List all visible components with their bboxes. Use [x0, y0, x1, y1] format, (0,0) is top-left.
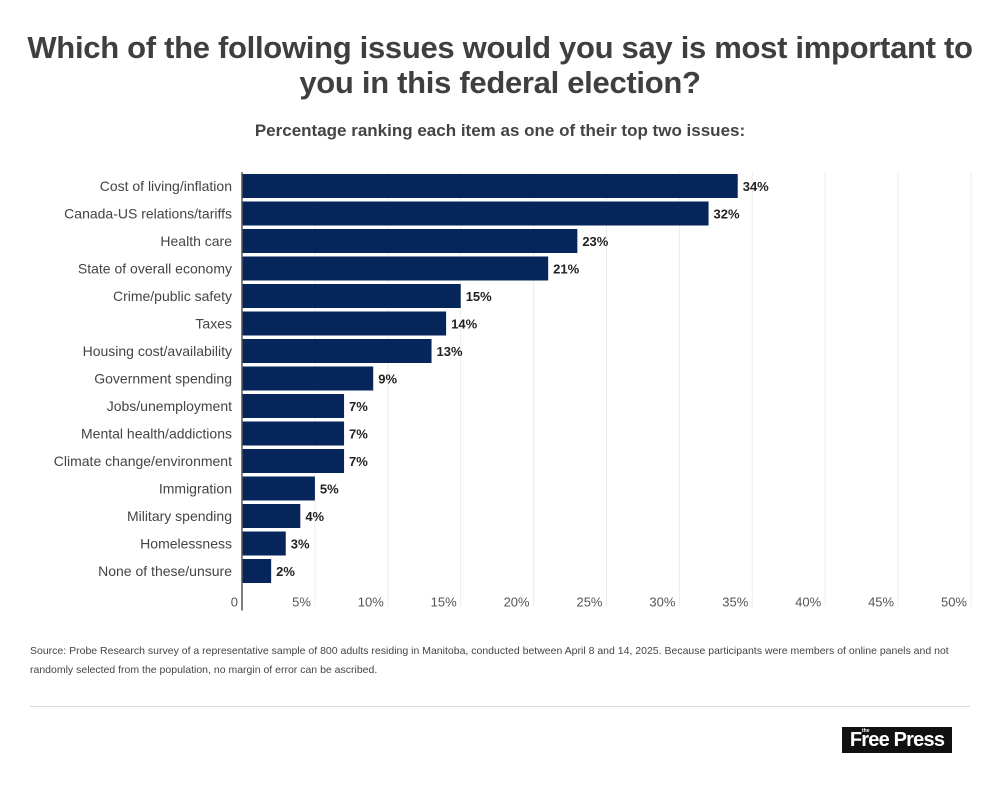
data-label: 14% — [451, 317, 477, 332]
data-label: 15% — [466, 289, 492, 304]
bar — [242, 421, 345, 446]
category-label: Health care — [160, 233, 232, 249]
source-note: Source: Probe Research survey of a repre… — [30, 645, 949, 676]
category-label: Taxes — [195, 316, 232, 332]
x-tick-label: 40% — [795, 595, 821, 610]
data-label: 32% — [714, 207, 740, 222]
data-label: 34% — [743, 179, 769, 194]
category-label: Crime/public safety — [113, 288, 232, 304]
category-label: Cost of living/inflation — [100, 178, 232, 194]
data-label: 3% — [291, 537, 310, 552]
bar — [242, 229, 578, 253]
free-press-logo: the Free Press — [842, 727, 952, 753]
data-label: 21% — [553, 262, 579, 277]
category-label: Military spending — [127, 508, 232, 524]
x-tick-label: 20% — [504, 595, 530, 610]
x-tick-label: 10% — [358, 595, 384, 610]
category-label: Homelessness — [140, 536, 232, 552]
data-label: 7% — [349, 454, 368, 469]
x-tick-label: 30% — [649, 595, 675, 610]
bar-chart: Cost of living/inflation 34% Canada-US rel… — [54, 172, 972, 611]
bar — [242, 311, 447, 336]
x-tick-label: 5% — [292, 595, 311, 610]
category-label: Jobs/unemployment — [107, 398, 232, 414]
logo-the-text: the — [862, 728, 870, 734]
footer-divider — [30, 706, 970, 707]
data-label: 5% — [320, 482, 339, 497]
data-label: 7% — [349, 427, 368, 442]
logo-text: Free Press — [849, 729, 945, 751]
x-tick-label: 25% — [576, 595, 602, 610]
category-label: State of overall economy — [78, 261, 232, 277]
bar — [242, 476, 315, 501]
data-label: 23% — [582, 234, 608, 249]
category-label: Mental health/addictions — [81, 426, 232, 442]
x-tick-label: 15% — [431, 595, 457, 610]
bar — [242, 559, 272, 583]
data-label: 7% — [349, 399, 368, 414]
data-label: 9% — [378, 372, 397, 387]
bar — [242, 284, 461, 308]
data-label: 13% — [437, 344, 463, 359]
category-label: Canada-US relations/tariffs — [64, 206, 232, 222]
bar — [242, 504, 301, 528]
data-label: 4% — [305, 509, 324, 524]
bar — [242, 449, 345, 473]
category-label: Housing cost/availability — [83, 343, 232, 359]
x-tick-label: 50% — [941, 595, 967, 610]
bar — [242, 201, 709, 226]
bar — [242, 366, 374, 391]
x-tick-label: 35% — [722, 595, 748, 610]
bar — [242, 339, 432, 363]
bar — [242, 256, 549, 281]
x-tick-label: 45% — [868, 595, 894, 610]
category-label: Climate change/environment — [54, 453, 232, 469]
chart-subtitle: Percentage ranking each item as one of t… — [254, 121, 746, 140]
category-label: Immigration — [159, 481, 232, 497]
bar — [242, 531, 286, 556]
category-label: None of these/unsure — [98, 563, 232, 579]
data-label: 2% — [276, 564, 295, 579]
x-tick-label: 0 — [231, 595, 238, 610]
category-label: Government spending — [94, 371, 232, 387]
bar — [242, 394, 345, 418]
chart-title: Which of the following issues would you … — [27, 30, 973, 100]
bar — [242, 174, 738, 198]
